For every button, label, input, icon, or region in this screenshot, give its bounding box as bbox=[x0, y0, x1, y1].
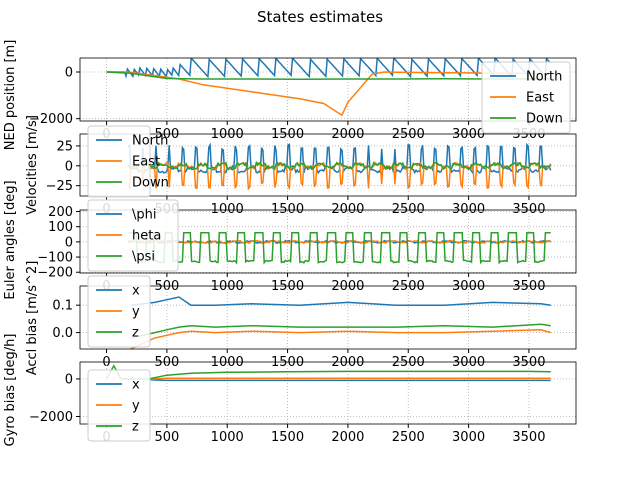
axes-frame bbox=[79, 209, 577, 274]
y-tick-label: 0 bbox=[65, 235, 73, 250]
series-line-3 bbox=[128, 232, 551, 265]
axes-frame bbox=[79, 133, 577, 197]
legend: North East Down bbox=[87, 125, 169, 198]
x-tick-label: 1500 bbox=[271, 202, 304, 217]
y-tick-label: 0.0 bbox=[52, 326, 73, 341]
y-axis-label: Gyro bias [deg/h] bbox=[3, 334, 18, 447]
legend: xyz bbox=[87, 275, 151, 348]
x-tick-label: 3000 bbox=[452, 202, 485, 217]
legend-label: North bbox=[132, 134, 168, 149]
legend-label: x bbox=[132, 284, 140, 299]
x-tick-label: 2000 bbox=[331, 430, 364, 445]
x-tick-label: 2500 bbox=[392, 430, 425, 445]
series-line-2 bbox=[148, 377, 551, 381]
legend: \phi heta \psi bbox=[87, 199, 179, 272]
legend-label: \phi bbox=[132, 208, 156, 223]
legend-label: \psi bbox=[132, 250, 155, 265]
y-tick-label: −200 bbox=[37, 266, 73, 281]
y-axis-label: NED position [m] bbox=[3, 40, 18, 151]
y-tick-label: −2000 bbox=[29, 112, 73, 127]
series-line-1 bbox=[106, 58, 552, 79]
y-axis-label: Euler angles [deg] bbox=[3, 180, 18, 299]
x-tick-label: 3000 bbox=[452, 430, 485, 445]
x-tick-label: 500 bbox=[154, 430, 179, 445]
y-tick-label: 0 bbox=[65, 372, 73, 387]
legend-label: x bbox=[132, 378, 140, 393]
legend-label: z bbox=[132, 326, 139, 341]
series-group bbox=[130, 296, 551, 349]
y-tick-label: 0 bbox=[65, 66, 73, 81]
series-line-2 bbox=[130, 329, 551, 349]
legend-label: North bbox=[526, 70, 562, 85]
y-tick-label: 0.1 bbox=[52, 299, 73, 314]
legend-label: z bbox=[132, 420, 139, 435]
y-axis-label: Velocities [m/s] bbox=[25, 115, 40, 215]
x-tick-label: 3500 bbox=[512, 202, 545, 217]
series-line-3 bbox=[130, 323, 551, 339]
x-tick-label: 2000 bbox=[331, 202, 364, 217]
series-group bbox=[127, 142, 552, 191]
y-tick-label: 200 bbox=[48, 205, 73, 220]
series-line-3 bbox=[106, 71, 551, 80]
y-axis-label: Accl bias [m/s^2] bbox=[25, 261, 40, 376]
y-tick-label: 100 bbox=[48, 220, 73, 235]
legend-label: East bbox=[132, 155, 160, 170]
legend-label: y bbox=[132, 399, 140, 414]
legend: North East Down bbox=[481, 61, 571, 134]
legend-label: y bbox=[132, 305, 140, 320]
series-line-2 bbox=[106, 71, 551, 117]
series-group bbox=[106, 58, 552, 117]
y-tick-label: −100 bbox=[37, 251, 73, 266]
x-tick-label: 3500 bbox=[512, 430, 545, 445]
axes-frame bbox=[79, 57, 577, 122]
legend-label: Down bbox=[132, 176, 169, 191]
y-tick-label: −2000 bbox=[29, 410, 73, 425]
x-tick-label: 1000 bbox=[211, 202, 244, 217]
x-tick-label: 2500 bbox=[392, 202, 425, 217]
series-line-3 bbox=[127, 160, 552, 171]
legend: xyz bbox=[87, 369, 151, 442]
y-tick-label: −25 bbox=[46, 179, 73, 194]
series-group bbox=[127, 232, 552, 265]
legend-label: heta bbox=[132, 229, 161, 244]
legend-label: Down bbox=[526, 112, 563, 127]
legend-box bbox=[481, 61, 571, 134]
y-tick-label: 25 bbox=[56, 139, 73, 154]
legend-label: East bbox=[526, 91, 554, 106]
series-line-1 bbox=[148, 379, 551, 382]
x-tick-label: 1500 bbox=[271, 430, 304, 445]
axes-frame bbox=[79, 361, 577, 425]
y-tick-label: 0 bbox=[65, 159, 73, 174]
x-tick-label: 1000 bbox=[211, 430, 244, 445]
legend-box bbox=[87, 199, 179, 272]
axes-frame bbox=[79, 285, 577, 350]
series-line-1 bbox=[130, 296, 551, 306]
figure-title: States estimates bbox=[257, 8, 383, 26]
